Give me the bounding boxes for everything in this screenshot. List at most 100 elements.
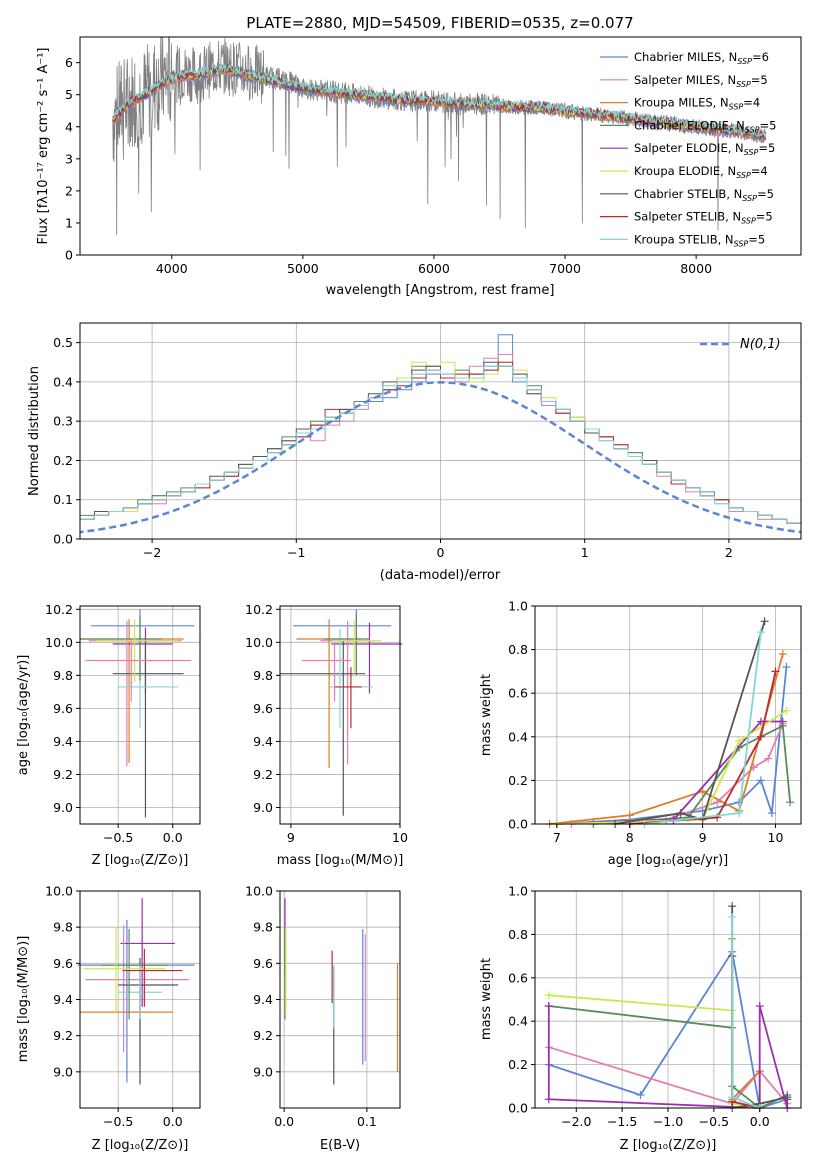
y-tick-label: 9.4 — [253, 992, 273, 1007]
y-tick-label: 10.0 — [45, 635, 73, 650]
y-tick-label: 9.8 — [253, 668, 273, 683]
x-axis-label: Z [log₁₀(Z/Z⊙)] — [92, 1138, 189, 1153]
y-tick-label: 0.0 — [508, 1101, 528, 1116]
y-tick-label: 9.2 — [53, 1028, 73, 1043]
mass-vs-metallicity-panel: −0.5 0.0 9.0 9.2 9.4 9.6 9.8 10.0 Z [log₁₀(Z/Z⊙… — [16, 884, 201, 1153]
errorbar-point — [96, 619, 179, 682]
y-axis-label: mass [log₁₀(M/M⊙)] — [16, 936, 31, 1063]
y-tick-label: 0.8 — [508, 927, 528, 942]
x-axis-label: Z [log₁₀(Z/Z⊙)] — [92, 853, 189, 868]
y-tick-label: 10.0 — [45, 884, 73, 899]
y-tick-label: 0.5 — [53, 335, 73, 350]
mass-weight-vs-age-panel: 7 8 9 10 0.0 0.2 0.4 0.6 0.8 1.0 age [log₁₀(age/y… — [479, 599, 802, 868]
mass-weight-marker — [756, 732, 765, 741]
y-tick-label: 0.1 — [53, 492, 73, 507]
y-tick-label: 0.4 — [508, 1014, 528, 1029]
mass-weight-marker — [735, 809, 744, 818]
legend-entry: Salpeter ELODIE, NSSP=5 — [634, 141, 775, 157]
x-tick-label: 6000 — [418, 261, 450, 276]
y-tick-label: 9.2 — [253, 1028, 273, 1043]
y-tick-label: 0.2 — [53, 453, 73, 468]
mass-weight-marker — [760, 617, 769, 626]
mass-weight-marker — [544, 1095, 553, 1104]
x-tick-label: 5000 — [287, 261, 319, 276]
x-tick-label: −2.0 — [561, 1114, 591, 1129]
legend-entry: Kroupa ELODIE, NSSP=4 — [634, 164, 768, 180]
x-tick-label: 0 — [437, 545, 445, 560]
y-tick-label: 9.2 — [53, 767, 73, 782]
y-tick-label: 9.8 — [53, 920, 73, 935]
y-tick-label: 0.4 — [508, 729, 528, 744]
legend-entry: Chabrier ELODIE, NSSP=5 — [634, 118, 776, 134]
chart-title: PLATE=2880, MJD=54509, FIBERID=0535, z=0… — [246, 14, 633, 32]
errorbar-point — [334, 667, 362, 729]
mass-weight-marker — [778, 717, 787, 726]
y-tick-label: 0.0 — [53, 532, 73, 547]
y-tick-label: 0.6 — [508, 686, 528, 701]
y-tick-label: 0.8 — [508, 642, 528, 657]
age-vs-mass-panel: 9 10 9.0 9.2 9.4 9.6 9.8 10.0 10.2 mass [log₁₀(M… — [245, 602, 408, 868]
mass-weight-marker — [625, 811, 634, 820]
x-tick-label: 2 — [725, 545, 733, 560]
x-axis-label: Z [log₁₀(Z/Z⊙)] — [620, 1138, 717, 1153]
y-tick-label: 0 — [65, 248, 73, 263]
y-tick-label: 9.2 — [253, 767, 273, 782]
x-tick-label: −0.5 — [103, 1114, 133, 1129]
histogram-step — [80, 365, 801, 524]
mass-weight-marker — [636, 1090, 645, 1099]
y-axis-label: mass weight — [479, 674, 494, 756]
mass-weight-marker — [771, 667, 780, 676]
errorbar-point — [301, 643, 351, 702]
y-tick-label: 9.6 — [253, 956, 273, 971]
mass-weight-marker — [728, 1093, 737, 1102]
errorbar-point — [118, 965, 162, 1020]
errorbar-point — [101, 928, 168, 1020]
y-tick-label: 9.8 — [53, 668, 73, 683]
y-tick-label: 10.0 — [245, 884, 273, 899]
y-tick-label: 9.6 — [53, 701, 73, 716]
mass-weight-line — [615, 621, 766, 825]
mass-weight-marker — [698, 787, 707, 796]
x-tick-label: −1 — [287, 545, 305, 560]
legend-entry: Salpeter STELIB, NSSP=5 — [634, 210, 773, 226]
x-tick-label: 0.0 — [274, 1114, 294, 1129]
x-tick-label: 4000 — [156, 261, 188, 276]
legend-normal-label: N(0,1) — [740, 337, 781, 352]
errorbar-point — [85, 925, 190, 1052]
x-tick-label: 9 — [287, 830, 295, 845]
x-tick-label: −1.5 — [607, 1114, 637, 1129]
x-tick-label: 10 — [768, 830, 784, 845]
x-axis-label: E(B-V) — [320, 1138, 360, 1153]
mass-weight-marker — [755, 1002, 764, 1011]
y-tick-label: 0.4 — [53, 374, 73, 389]
y-tick-label: 0.3 — [53, 414, 73, 429]
y-tick-label: 9.0 — [253, 800, 273, 815]
errorbar-point — [332, 620, 382, 674]
mass-weight-marker — [778, 649, 787, 658]
y-tick-label: 1.0 — [508, 884, 528, 899]
y-tick-label: 4 — [65, 119, 73, 134]
mass-weight-marker — [728, 902, 737, 911]
y-tick-label: 0.2 — [508, 1057, 528, 1072]
x-tick-label: 8000 — [680, 261, 712, 276]
mass-weight-marker — [764, 754, 773, 763]
x-tick-label: 9 — [699, 830, 707, 845]
y-tick-label: 0.2 — [508, 773, 528, 788]
x-axis-label: mass [log₁₀(M/M⊙)] — [277, 853, 404, 868]
legend-entry: Chabrier STELIB, NSSP=5 — [634, 187, 774, 203]
mass-weight-vs-metallicity-panel: −2.0 −1.5 −1.0 −0.5 0.0 0.0 0.2 0.4 0.6 0.8 1.0 Z … — [479, 884, 802, 1153]
mass-weight-marker — [728, 913, 737, 922]
mass-weight-marker — [782, 663, 791, 672]
x-tick-label: 8 — [626, 830, 634, 845]
y-tick-label: 1 — [65, 215, 73, 230]
x-tick-label: 0.1 — [357, 1114, 377, 1129]
model-spectrum — [112, 63, 767, 138]
y-axis-label: Normed distribution — [27, 366, 42, 496]
errorbar-point — [85, 640, 192, 702]
x-tick-label: 1 — [581, 545, 589, 560]
mass-weight-marker — [786, 798, 795, 807]
y-tick-label: 9.6 — [53, 956, 73, 971]
y-tick-label: 9.6 — [253, 701, 273, 716]
y-tick-label: 1.0 — [508, 599, 528, 614]
mass-weight-marker — [783, 1093, 792, 1102]
